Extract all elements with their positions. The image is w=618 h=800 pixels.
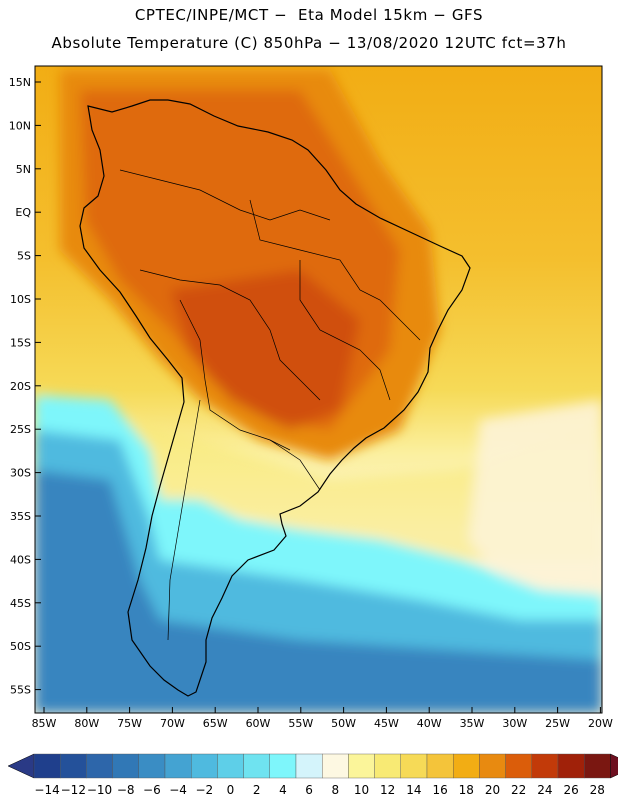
- lat-label: 5S: [17, 250, 31, 263]
- colorbar-swatch: [374, 753, 402, 779]
- colorbar-swatch: [217, 753, 244, 779]
- lat-label: 5N: [16, 163, 31, 176]
- colorbar-label: 0: [227, 783, 235, 797]
- colorbar-label: 8: [331, 783, 339, 797]
- lat-label: 30S: [10, 467, 31, 480]
- colorbar-label: 4: [279, 783, 287, 797]
- lat-label: 20S: [10, 380, 31, 393]
- colorbar-label: −10: [87, 783, 112, 797]
- colorbar-label: 2: [253, 783, 261, 797]
- lat-label: 10N: [9, 119, 31, 132]
- colorbar-swatch: [190, 753, 218, 779]
- lat-label: 40S: [10, 553, 31, 566]
- colorbar-swatch: [400, 753, 428, 779]
- colorbar-swatch: [453, 753, 480, 779]
- lat-label: 10S: [10, 293, 31, 306]
- colorbar: −14 −12 −10 −8 −6 −4 −2 0 2 4 6 8 10 12 14 16 18 20 22 24 26…: [7, 753, 618, 797]
- colorbar-label: −4: [169, 783, 187, 797]
- colorbar-swatch: [138, 753, 166, 779]
- colorbar-swatch: [112, 753, 139, 779]
- map-frame: [34, 65, 603, 714]
- colorbar-swatch: [269, 753, 297, 779]
- colorbar-label: −8: [117, 783, 135, 797]
- coastline: [79, 99, 471, 697]
- colorbar-label: 28: [590, 783, 605, 797]
- lat-label: 50S: [10, 640, 31, 653]
- colorbar-label: 14: [406, 783, 421, 797]
- colorbar-swatch: [243, 753, 271, 779]
- colorbar-swatch: [584, 753, 611, 779]
- longitude-axis: 85W 80W 75W 70W 65W 60W 55W 50W 45W 40W 35W 30W 25W 2…: [32, 707, 613, 730]
- colorbar-swatch: [86, 753, 113, 779]
- lat-label: 15S: [10, 336, 31, 349]
- colorbar-swatch: [348, 753, 375, 779]
- lon-label: 65W: [203, 717, 228, 730]
- chart-title: CPTEC/INPE/MCT − Eta Model 15km − GFS: [134, 6, 484, 24]
- colorbar-label: −6: [143, 783, 161, 797]
- colorbar-label: 10: [354, 783, 369, 797]
- colorbar-over-arrow: [610, 753, 618, 779]
- colorbar-label: −2: [195, 783, 213, 797]
- lat-label: 35S: [10, 510, 31, 523]
- country-borders: [119, 169, 421, 641]
- colorbar-swatch: [164, 753, 192, 779]
- lon-label: 55W: [288, 717, 313, 730]
- colorbar-label: −12: [61, 783, 86, 797]
- colorbar-swatch: [557, 753, 585, 779]
- lon-label: 40W: [417, 717, 442, 730]
- lon-label: 25W: [545, 717, 570, 730]
- lat-label: 55S: [10, 684, 31, 697]
- lon-label: 50W: [331, 717, 356, 730]
- temperature-field: [35, 66, 602, 713]
- lat-label: EQ: [15, 206, 31, 219]
- lon-label: 35W: [460, 717, 485, 730]
- lon-label: 85W: [32, 717, 57, 730]
- colorbar-swatch: [426, 753, 454, 779]
- lon-label: 70W: [160, 717, 185, 730]
- lon-label: 30W: [502, 717, 527, 730]
- lat-label: 15N: [9, 76, 31, 89]
- colorbar-swatch: [505, 753, 533, 779]
- latitude-axis: 15N 10N 5N EQ 5S 10S 15S 20S 25S 30S 35S 40S 45S 50S 5…: [9, 76, 41, 697]
- colorbar-label: 22: [511, 783, 526, 797]
- colorbar-label: 26: [563, 783, 578, 797]
- colorbar-swatch: [322, 753, 349, 779]
- lon-label: 80W: [74, 717, 99, 730]
- colorbar-swatch: [479, 753, 506, 779]
- lat-label: 45S: [10, 597, 31, 610]
- lat-label: 25S: [10, 423, 31, 436]
- colorbar-label: −14: [34, 783, 59, 797]
- colorbar-swatch: [531, 753, 559, 779]
- chart-subtitle: Absolute Temperature (C) 850hPa − 13/08/…: [51, 34, 567, 52]
- colorbar-label: 6: [305, 783, 313, 797]
- lon-label: 75W: [117, 717, 142, 730]
- colorbar-label: 12: [380, 783, 395, 797]
- colorbar-under-arrow: [7, 753, 35, 779]
- colorbar-swatch: [33, 753, 61, 779]
- colorbar-label: 24: [537, 783, 552, 797]
- colorbar-label: 20: [485, 783, 500, 797]
- lon-label: 60W: [246, 717, 271, 730]
- colorbar-swatch: [295, 753, 323, 779]
- colorbar-label: 16: [432, 783, 447, 797]
- lon-label: 45W: [374, 717, 399, 730]
- colorbar-label: 18: [459, 783, 474, 797]
- lon-label: 20W: [588, 717, 613, 730]
- colorbar-swatch: [60, 753, 87, 779]
